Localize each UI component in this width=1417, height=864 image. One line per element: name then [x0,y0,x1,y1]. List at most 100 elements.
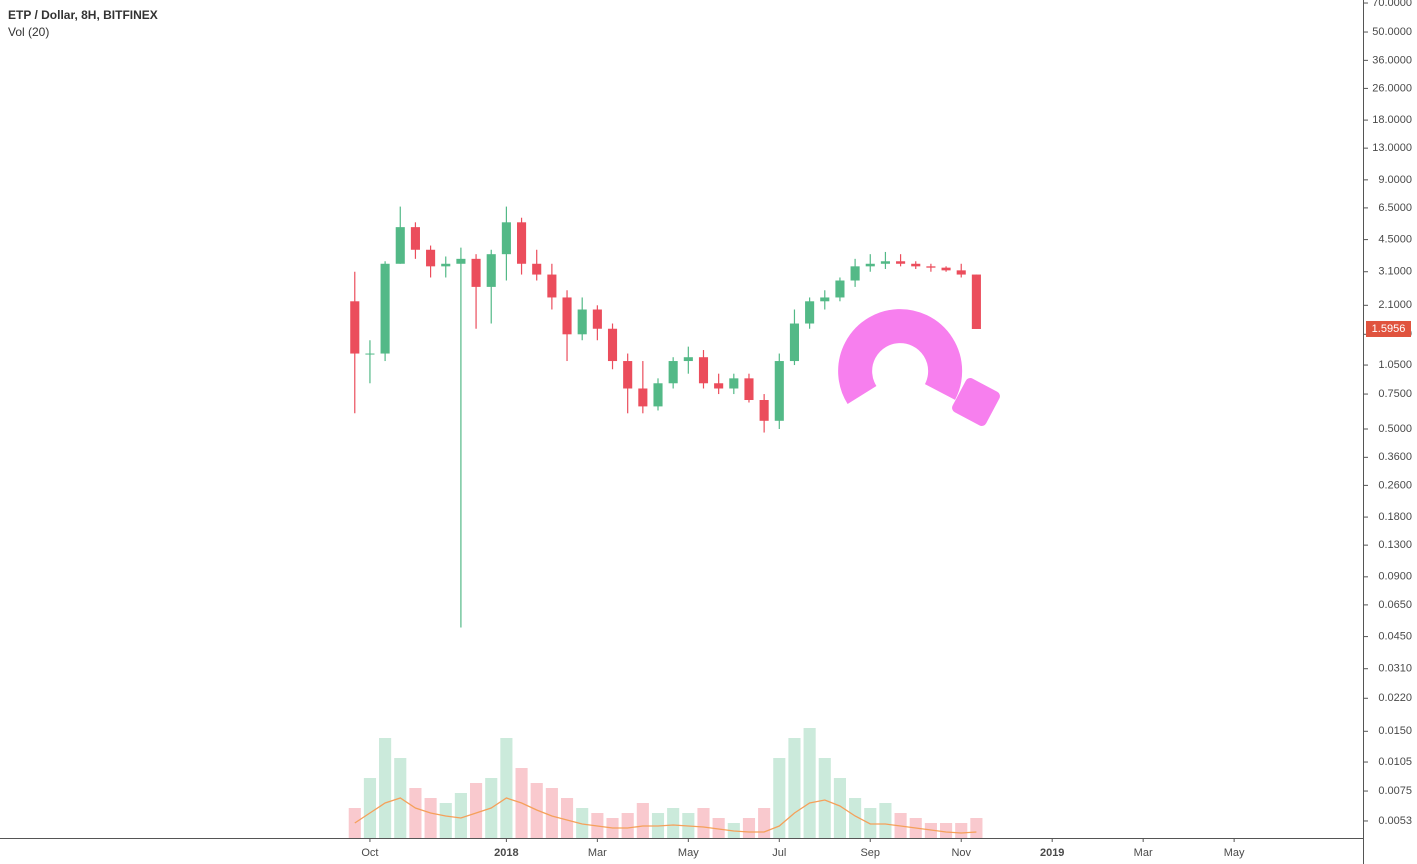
price-pane [350,206,981,628]
candle-body [911,263,921,267]
candle-body [623,361,633,389]
last-price-label: 1.5956 [1372,323,1406,335]
volume-pane [348,728,983,838]
y-tick-label: 26.0000 [1372,82,1412,94]
candle-body [805,301,815,324]
candle-body [441,263,451,267]
y-tick-label: 70.0000 [1372,0,1412,9]
y-tick-label: 3.1000 [1378,266,1412,278]
candle-body [517,222,527,264]
y-tick-label: 13.0000 [1372,142,1412,154]
candle-body [577,309,587,335]
chart-subtitle: Vol (20) [8,25,49,39]
volume-bar [379,738,392,838]
candle-body [653,383,663,407]
y-tick-label: 18.0000 [1372,114,1412,126]
candle-body [638,388,648,407]
candle-body [896,261,906,264]
candle-body [941,267,951,271]
candle-body [698,357,709,384]
icon-dot [952,378,1000,426]
x-tick-label: May [678,847,699,859]
volume-bar [788,738,801,838]
candle-body [365,353,375,355]
volume-bar [773,758,786,838]
y-tick-label: 0.2600 [1378,479,1412,491]
volume-bar [940,823,953,838]
volume-bar [864,808,877,838]
y-tick-label: 50.0000 [1372,26,1412,38]
volume-bar [697,808,710,838]
candle-body [956,270,966,275]
candle-body [820,297,830,302]
volume-bar [970,818,983,838]
y-tick-label: 2.1000 [1378,299,1412,311]
volume-bar [348,808,361,838]
axes: 70.0000 50.0000 36.0000 26.0000 18.0000 13.00… [361,0,1412,859]
volume-bar [803,728,816,838]
candle-body [592,309,602,329]
candle-body [395,227,405,264]
volume-bar [818,758,831,838]
candle-body [729,378,739,389]
y-tick-label: 36.0000 [1372,54,1412,66]
question-icon [838,309,1000,426]
candle-body [547,274,557,298]
volume-bar [500,738,513,838]
y-tick-label: 9.0000 [1378,174,1412,186]
y-tick-label: 0.7500 [1378,388,1412,400]
last-price-box [1366,320,1411,337]
chart-title: ETP / Dollar, 8H, BITFINEX [8,8,158,22]
volume-bar [439,803,452,838]
candle-body [456,258,466,264]
candle-body [880,261,890,264]
candle-body [486,254,496,287]
candle-body [501,222,511,255]
volume-bar [833,778,847,838]
candle-body [714,383,724,389]
x-tick-label: 2019 [1040,847,1064,859]
volume-bar [742,818,756,838]
candle-body [426,249,436,267]
candle-body [410,227,420,250]
candle-body [607,328,618,362]
x-tick-label: Nov [951,847,971,859]
candle-body [532,263,542,275]
candle-body [668,361,678,384]
candle-body [380,263,390,354]
candle-body [835,280,845,298]
volume-bar [454,793,467,838]
y-tick-label: 0.0310 [1378,663,1412,675]
x-tick-label: Jul [772,847,786,859]
candle-body [865,263,875,267]
x-tick-label: Sep [860,847,880,859]
y-tick-label: 0.0220 [1378,692,1412,704]
volume-bar [955,823,968,838]
volume-bar [758,808,771,838]
candle-body [759,400,769,421]
x-tick-label: Oct [361,847,378,859]
y-tick-label: 0.1800 [1378,511,1412,523]
y-tick-label: 0.1300 [1378,539,1412,551]
y-tick-label: 1.0500 [1378,359,1412,371]
volume-bar [636,803,649,838]
y-tick-label: 0.0650 [1378,599,1412,611]
candle-body [971,274,981,329]
volume-bar [424,798,437,838]
candle-body [744,378,754,401]
candle-body [926,266,936,268]
volume-bar [409,788,422,838]
volume-bar [712,818,725,838]
y-tick-label: 0.0053 [1378,815,1412,827]
y-tick-label: 0.3600 [1378,451,1412,463]
y-tick-label: 4.5000 [1378,234,1412,246]
x-tick-label: 2018 [494,847,518,859]
y-tick-label: 0.0900 [1378,571,1412,583]
candle-body [683,357,693,362]
volume-bar [560,798,574,838]
candle-body [350,301,360,354]
volume-bar [363,778,377,838]
volume-bar [576,808,589,838]
y-tick-label: 0.0105 [1378,756,1412,768]
